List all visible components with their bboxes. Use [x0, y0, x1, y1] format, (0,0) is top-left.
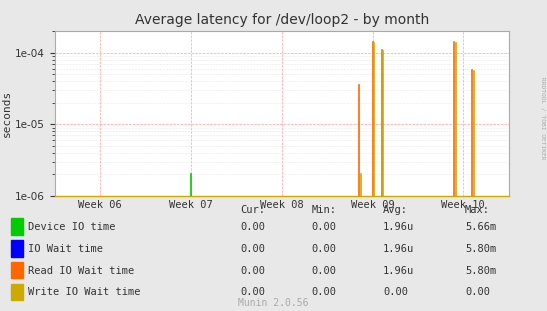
Text: Device IO time: Device IO time [28, 222, 116, 232]
Text: 0.00: 0.00 [312, 266, 337, 276]
Bar [11, 240, 23, 257]
Bar [11, 284, 23, 300]
Title: Average latency for /dev/loop2 - by month: Average latency for /dev/loop2 - by mont… [135, 13, 429, 27]
Text: 5.66m: 5.66m [465, 222, 496, 232]
Text: 0.00: 0.00 [241, 222, 266, 232]
Text: 0.00: 0.00 [465, 287, 490, 298]
Bar [11, 218, 23, 235]
Text: Min:: Min: [312, 205, 337, 215]
Text: 0.00: 0.00 [312, 244, 337, 254]
Text: RRDTOOL / TOBI OETIKER: RRDTOOL / TOBI OETIKER [540, 77, 545, 160]
Text: 0.00: 0.00 [383, 287, 408, 298]
Text: 1.96u: 1.96u [383, 266, 414, 276]
Text: 0.00: 0.00 [241, 287, 266, 298]
Text: Avg:: Avg: [383, 205, 408, 215]
Text: 1.96u: 1.96u [383, 244, 414, 254]
Text: 0.00: 0.00 [241, 266, 266, 276]
Text: Munin 2.0.56: Munin 2.0.56 [238, 298, 309, 308]
Y-axis label: seconds: seconds [2, 90, 13, 137]
Text: 0.00: 0.00 [241, 244, 266, 254]
Text: Write IO Wait time: Write IO Wait time [28, 287, 141, 298]
Text: 0.00: 0.00 [312, 287, 337, 298]
Bar [11, 262, 23, 278]
Text: Read IO Wait time: Read IO Wait time [28, 266, 135, 276]
Text: 5.80m: 5.80m [465, 266, 496, 276]
Text: 1.96u: 1.96u [383, 222, 414, 232]
Text: 5.80m: 5.80m [465, 244, 496, 254]
Text: Cur:: Cur: [241, 205, 266, 215]
Text: Max:: Max: [465, 205, 490, 215]
Text: IO Wait time: IO Wait time [28, 244, 103, 254]
Text: 0.00: 0.00 [312, 222, 337, 232]
